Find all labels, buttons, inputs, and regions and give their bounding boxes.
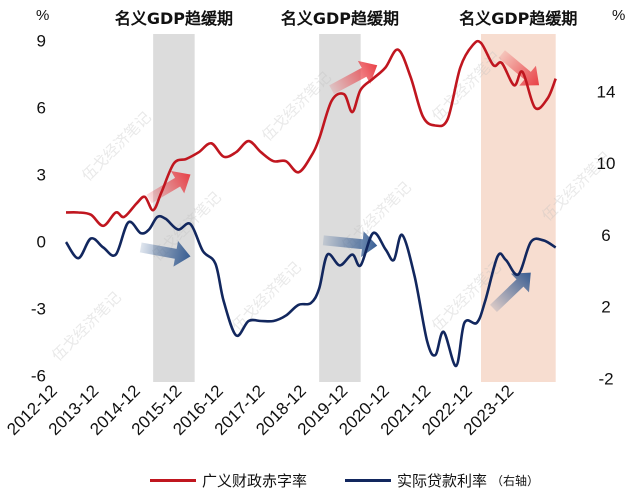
watermark-4: 伍戈经济笔记 [228, 258, 304, 334]
right-tick-label-0: 14 [597, 82, 616, 101]
band-label-1: 名义GDP趋缓期 [281, 9, 399, 28]
band-label-2: 名义GDP趋缓期 [459, 9, 577, 28]
left-tick-label-5: -6 [31, 366, 46, 385]
series-line-1 [64, 214, 557, 368]
trend-arrow-1 [139, 240, 191, 267]
legend: 广义财政赤字率 实际贷款利率 （右轴） [0, 468, 640, 492]
trend-arrow-0 [146, 170, 191, 204]
legend-item-rate: 实际贷款利率 （右轴） [345, 468, 539, 492]
shaded-periods: 名义GDP趋缓期 名义GDP趋缓期 名义GDP趋缓期 [115, 9, 577, 382]
left-tick-label-3: 0 [37, 232, 46, 251]
left-tick-label-0: 9 [37, 32, 46, 51]
legend-swatch-rate [345, 478, 391, 482]
shaded-band-1 [319, 34, 361, 382]
left-tick-label-4: -3 [31, 299, 46, 318]
x-axis: 2012-122013-122014-122015-122016-122017-… [3, 381, 517, 439]
left-tick-label-1: 6 [37, 99, 46, 118]
legend-suffix-rate: （右轴） [491, 473, 540, 488]
right-tick-label-3: 2 [601, 298, 610, 317]
right-axis-unit: % [612, 7, 625, 24]
legend-label-deficit: 广义财政赤字率 [202, 471, 308, 490]
band-label-0: 名义GDP趋缓期 [115, 9, 233, 28]
trend-arrow-3 [322, 231, 378, 258]
trend-arrows [139, 50, 540, 313]
right-tick-label-2: 6 [601, 226, 610, 245]
left-axis-unit: % [36, 7, 49, 24]
series-line-0 [65, 39, 557, 228]
shaded-band-0 [153, 34, 195, 382]
left-axis: 9 6 3 0 -3 -6 [31, 32, 46, 386]
watermark-0: 伍戈经济笔记 [78, 108, 154, 184]
left-tick-label-2: 3 [37, 166, 46, 185]
legend-label-rate: 实际贷款利率 [397, 471, 488, 490]
legend-swatch-deficit [150, 478, 196, 482]
legend-item-deficit: 广义财政赤字率 [150, 468, 307, 492]
right-tick-label-1: 10 [597, 154, 616, 173]
right-axis: 14 10 6 2 -2 [597, 82, 616, 388]
trend-arrow-2 [329, 60, 378, 95]
watermark-3: 伍戈经济笔记 [48, 288, 124, 364]
series-lines [64, 39, 557, 368]
trend-arrow-4 [498, 50, 540, 86]
shaded-band-2 [481, 34, 556, 382]
trend-arrow-5 [489, 272, 531, 313]
right-tick-label-4: -2 [598, 369, 613, 388]
